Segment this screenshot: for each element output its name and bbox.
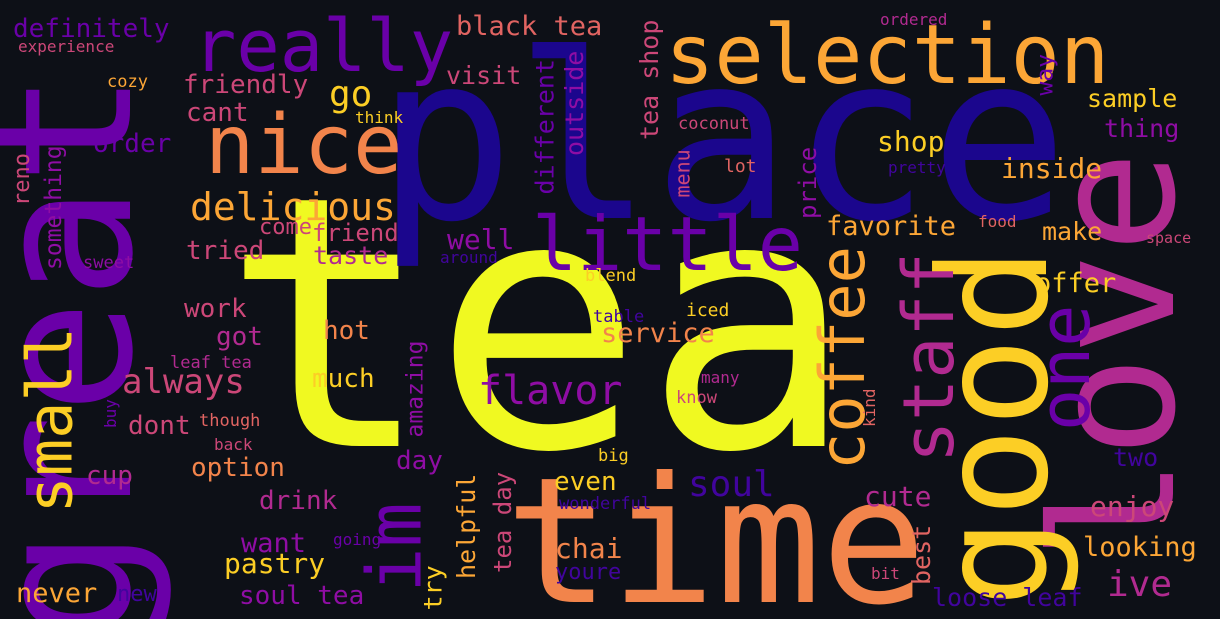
word-cute: cute: [864, 480, 932, 513]
word-flavor: flavor: [478, 368, 623, 414]
word-really: really: [193, 4, 454, 88]
word-outside: outside: [560, 50, 589, 156]
word-small: small: [13, 326, 87, 514]
word-hot: hot: [323, 316, 370, 346]
word-pastry: pastry: [224, 547, 326, 580]
word-many: many: [701, 368, 740, 387]
word-experience: experience: [18, 37, 115, 56]
word-youre: youre: [555, 560, 622, 585]
word-kind: kind: [860, 388, 879, 427]
word-helpful: helpful: [452, 473, 481, 579]
word-chai: chai: [555, 532, 623, 565]
word-think: think: [355, 108, 404, 127]
word-coconut: coconut: [678, 114, 750, 134]
word-cozy: cozy: [107, 72, 148, 92]
word-place: place: [376, 6, 1069, 273]
word-definitely: definitely: [13, 14, 170, 44]
word-dont: dont: [128, 411, 191, 441]
word-enjoy: enjoy: [1090, 490, 1175, 523]
word-ordered: ordered: [880, 10, 948, 29]
word-sample: sample: [1087, 84, 1178, 113]
word-always: always: [122, 362, 245, 402]
word-offer: offer: [1035, 268, 1117, 299]
word-menu: menu: [670, 149, 695, 198]
word-well: well: [447, 223, 515, 256]
word-black-tea: black tea: [456, 11, 603, 42]
word-space: space: [1146, 229, 1192, 247]
word-new: new: [117, 582, 157, 607]
word-selection: selection: [665, 8, 1110, 103]
word-looking: looking: [1083, 532, 1197, 563]
word-know: know: [676, 388, 717, 408]
word-even: even: [554, 467, 617, 497]
word-staff: staff: [888, 252, 970, 463]
word-inside: inside: [1001, 152, 1103, 185]
word-table: table: [593, 307, 645, 327]
word-one: one: [1024, 304, 1106, 431]
word-make: make: [1042, 217, 1103, 246]
word-big: big: [598, 446, 629, 466]
word-tea-day: tea day: [489, 471, 517, 573]
word-visit: visit: [446, 61, 522, 90]
word-though: though: [199, 411, 261, 431]
word-order: order: [93, 129, 172, 159]
word-amazing: amazing: [402, 340, 429, 438]
word-tea: tea: [222, 121, 855, 529]
word-leaf-tea: leaf tea: [170, 353, 252, 373]
word-work: work: [184, 294, 247, 324]
word-option: option: [191, 453, 285, 483]
word-pretty: pretty: [888, 158, 946, 177]
word-come: come: [259, 215, 312, 240]
word-food: food: [978, 212, 1017, 231]
word-blend: blend: [585, 266, 637, 286]
word-around: around: [440, 248, 498, 267]
word-two: two: [1113, 443, 1159, 472]
word-buy: buy: [101, 399, 120, 428]
word-way: way: [1032, 53, 1059, 96]
word-favorite: favorite: [826, 211, 957, 242]
word-nice: nice: [205, 98, 403, 193]
word-bit: bit: [871, 564, 900, 583]
word-friend: friend: [312, 219, 399, 247]
word-taste: taste: [313, 241, 389, 270]
word-loose-leaf: loose leaf: [932, 583, 1083, 612]
word-lot: lot: [724, 156, 757, 177]
word-go: go: [329, 74, 373, 115]
word-got: got: [216, 322, 263, 352]
word-drink: drink: [259, 486, 338, 516]
word-reno: reno: [10, 153, 35, 206]
word-ive: ive: [1107, 564, 1173, 605]
word-time: time: [505, 441, 927, 619]
word-something: something: [41, 145, 67, 270]
word-soul: soul: [688, 464, 775, 505]
word-back: back: [214, 435, 253, 454]
word-little: little: [532, 200, 803, 288]
word-tea-shop: tea shop: [635, 19, 664, 140]
word-coffee: coffee: [806, 246, 879, 470]
word-service: service: [601, 318, 715, 349]
word-want: want: [241, 528, 307, 559]
word-cup: cup: [86, 461, 133, 491]
word-day: day: [396, 446, 443, 476]
word-different: different: [530, 59, 560, 195]
word-friendly: friendly: [183, 70, 309, 100]
word-much: much: [312, 364, 375, 394]
word-wonderful: wonderful: [559, 494, 652, 514]
word-never: never: [16, 578, 98, 609]
word-tried: tried: [186, 236, 265, 266]
word-delicious: delicious: [190, 185, 396, 229]
word-iced: iced: [686, 300, 730, 321]
word-soul-tea: soul tea: [239, 581, 365, 611]
word-sweet: sweet: [83, 253, 135, 273]
word-going: going: [333, 530, 382, 549]
word-cant: cant: [186, 98, 249, 128]
word-shop: shop: [877, 125, 945, 158]
word-best: best: [907, 524, 936, 585]
word-thing: thing: [1104, 114, 1180, 143]
word-price: price: [794, 146, 822, 219]
word-try: try: [418, 565, 448, 611]
